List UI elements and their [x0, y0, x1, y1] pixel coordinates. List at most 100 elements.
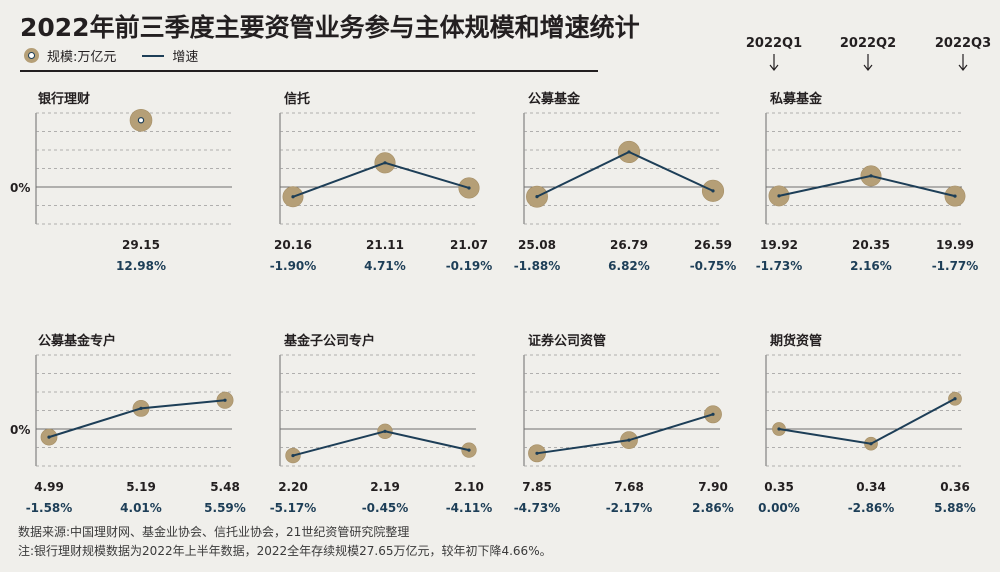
panel-2: 信托 20.16 -1.90% 21.11 4.71% 21.07 -0.19%: [270, 91, 493, 273]
growth-value-label: 4.71%: [364, 259, 406, 273]
legend-item-scale: 规模:万亿元: [24, 46, 116, 65]
title-divider: [20, 70, 598, 72]
legend: 规模:万亿元 增速: [24, 46, 224, 65]
growth-value-label: -1.90%: [270, 259, 317, 273]
scale-value-label: 2.19: [370, 480, 400, 494]
growth-point: [627, 150, 631, 154]
scale-value-label: 7.68: [614, 480, 644, 494]
scale-value-label: 2.10: [454, 480, 484, 494]
growth-point: [467, 448, 471, 452]
growth-point: [953, 397, 957, 401]
growth-point: [869, 442, 873, 446]
scale-value-label: 20.16: [274, 238, 312, 252]
scale-value-label: 2.20: [278, 480, 308, 494]
growth-point: [869, 174, 873, 178]
quarter-header-q3: 2022Q3: [934, 36, 992, 51]
legend-growth-label: 增速: [172, 50, 199, 65]
growth-value-label: -2.86%: [848, 501, 895, 515]
scale-value-label: 26.59: [694, 238, 732, 252]
panel-title: 期货资管: [770, 333, 822, 349]
growth-value-label: -1.73%: [756, 259, 803, 273]
panel-title: 银行理财: [38, 91, 90, 107]
growth-value-label: 5.59%: [204, 501, 246, 515]
down-arrow-icon: [958, 54, 968, 71]
panel-4: 私募基金 19.92 -1.73% 20.35 2.16% 19.99 -1.77%: [756, 91, 979, 273]
growth-point: [777, 194, 781, 198]
growth-point: [711, 412, 715, 416]
source-note: 数据来源:中国理财网、基金业协会、信托业协会，21世纪资管研究院整理: [18, 525, 410, 539]
panel-7: 证券公司资管 7.85 -4.73% 7.68 -2.17% 7.90 2.86%: [514, 333, 734, 515]
legend-item-growth: 增速: [142, 46, 198, 65]
growth-point: [777, 427, 781, 431]
growth-value-label: 6.82%: [608, 259, 650, 273]
scale-value-label: 5.19: [126, 480, 156, 494]
panel-title: 信托: [284, 91, 310, 107]
bubble-legend-icon: [24, 48, 39, 63]
growth-point: [223, 398, 227, 402]
growth-point: [47, 435, 51, 439]
scale-value-label: 29.15: [122, 238, 160, 252]
scale-value-label: 0.36: [940, 480, 970, 494]
scale-value-label: 20.35: [852, 238, 890, 252]
growth-value-label: -1.58%: [26, 501, 73, 515]
scale-value-label: 0.34: [856, 480, 886, 494]
growth-point: [711, 189, 715, 193]
quarter-header-q1: 2022Q1: [745, 36, 803, 51]
growth-point: [627, 438, 631, 442]
zero-tick-label: 0%: [10, 181, 30, 195]
chart-title: 2022年前三季度主要资管业务参与主体规模和增速统计: [20, 13, 640, 42]
growth-value-label: -4.11%: [446, 501, 493, 515]
growth-value-label: -1.88%: [514, 259, 561, 273]
growth-value-label: -0.19%: [446, 259, 493, 273]
growth-point: [535, 195, 539, 199]
panel-title: 基金子公司专户: [283, 333, 375, 349]
scale-value-label: 26.79: [610, 238, 648, 252]
scale-value-label: 7.85: [522, 480, 552, 494]
scale-value-label: 5.48: [210, 480, 240, 494]
growth-value-label: 0.00%: [758, 501, 800, 515]
growth-point: [467, 186, 471, 190]
growth-value-label: 2.16%: [850, 259, 892, 273]
scale-value-label: 21.07: [450, 238, 488, 252]
scale-value-label: 4.99: [34, 480, 64, 494]
growth-value-label: -0.75%: [690, 259, 737, 273]
growth-value-label: -2.17%: [606, 501, 653, 515]
growth-value-label: 4.01%: [120, 501, 162, 515]
growth-point: [383, 429, 387, 433]
growth-point: [953, 194, 957, 198]
panel-6: 基金子公司专户 2.20 -5.17% 2.19 -0.45% 2.10 -4.11%: [270, 333, 493, 515]
down-arrow-icon: [769, 54, 779, 71]
footnote: 注:银行理财规模数据为2022年上半年数据，2022全年存续规模27.65万亿元…: [18, 544, 552, 558]
growth-value-label: -0.45%: [362, 501, 409, 515]
scale-value-label: 25.08: [518, 238, 556, 252]
growth-point: [383, 161, 387, 165]
growth-point: [291, 195, 295, 199]
panel-title: 公募基金: [528, 91, 581, 107]
quarter-header-q2: 2022Q2: [839, 36, 897, 51]
panel-5: 公募基金专户 0% 4.99 -1.58% 5.19 4.01% 5.48 5.59%: [10, 333, 246, 515]
growth-value-label: -5.17%: [270, 501, 317, 515]
growth-value-label: 2.86%: [692, 501, 734, 515]
panel-title: 证券公司资管: [528, 333, 606, 349]
panel-title: 公募基金专户: [38, 333, 116, 349]
growth-value-label: 12.98%: [116, 259, 166, 273]
line-legend-icon: [142, 54, 165, 57]
scale-value-label: 0.35: [764, 480, 794, 494]
growth-line: [778, 397, 956, 445]
growth-point: [535, 451, 539, 455]
scale-value-label: 19.99: [936, 238, 974, 252]
growth-point: [137, 117, 145, 124]
legend-scale-label: 规模:万亿元: [47, 50, 117, 65]
growth-value-label: -1.77%: [932, 259, 979, 273]
panel-1: 银行理财 0% 29.15 12.98%: [10, 91, 232, 273]
growth-value-label: -4.73%: [514, 501, 561, 515]
zero-tick-label: 0%: [10, 423, 30, 437]
down-arrow-icon: [863, 54, 873, 71]
growth-point: [291, 453, 295, 458]
scale-value-label: 19.92: [760, 238, 798, 252]
panel-3: 公募基金 25.08 -1.88% 26.79 6.82% 26.59 -0.75%: [514, 91, 737, 273]
panel-8: 期货资管 0.35 0.00% 0.34 -2.86% 0.36 5.88%: [758, 333, 976, 515]
growth-value-label: 5.88%: [934, 501, 976, 515]
scale-value-label: 7.90: [698, 480, 728, 494]
